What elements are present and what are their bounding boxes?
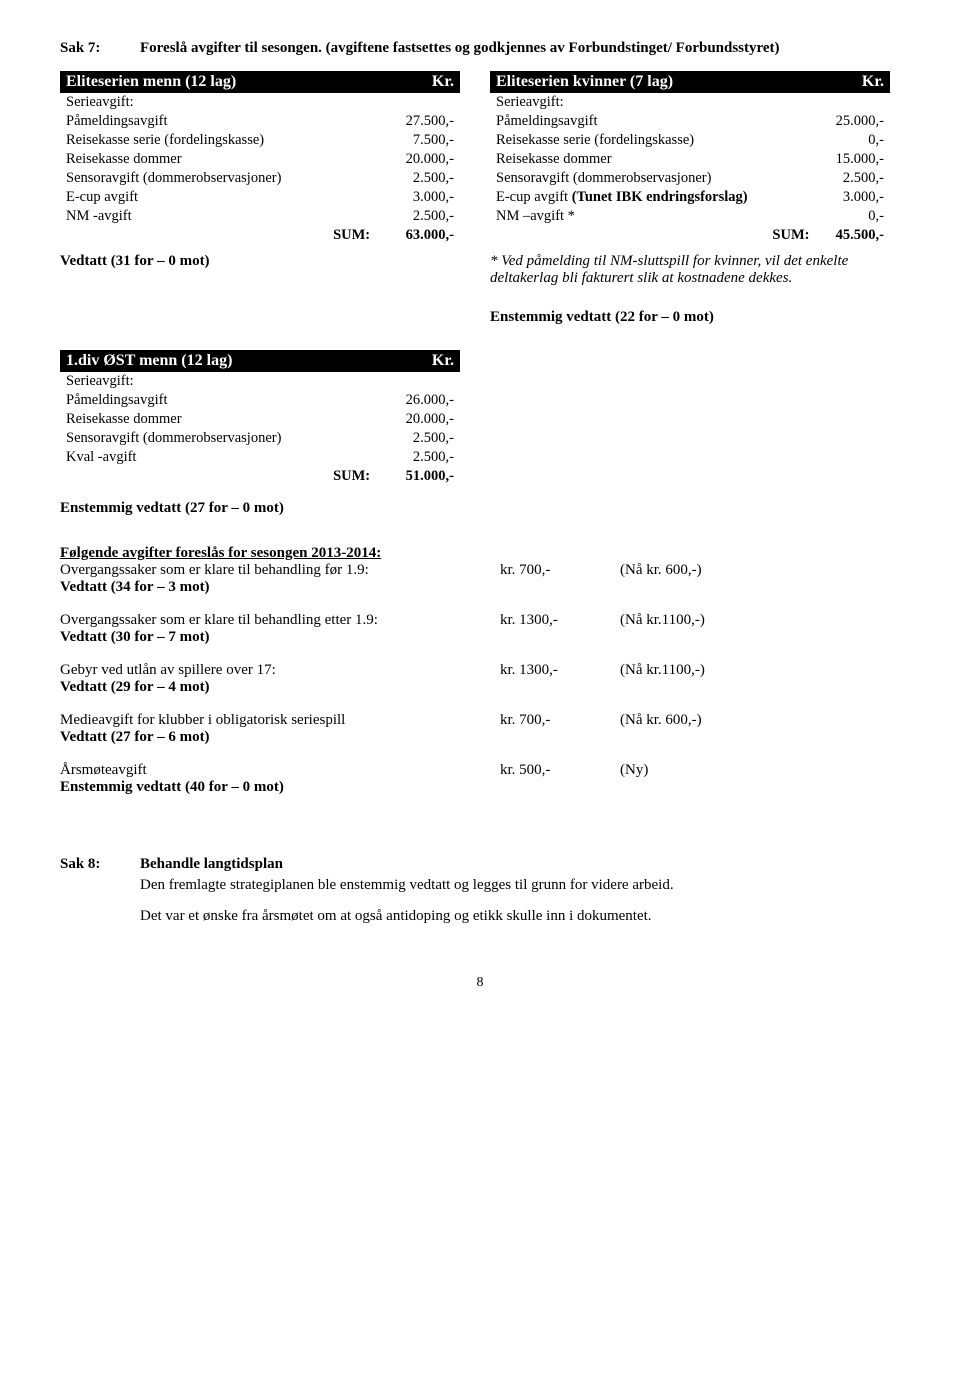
fee-vedtatt: Vedtatt (27 for – 6 mot): [60, 729, 900, 746]
table-cell: Reisekasse dommer: [490, 150, 815, 169]
table-eliteserien-kvinner: Eliteserien kvinner (7 lag) Kr. Serieavg…: [490, 71, 890, 245]
page-number: 8: [60, 975, 900, 991]
ecup-bold: (Tunet IBK endringsforslag): [572, 189, 748, 205]
table-cell: Serieavgift:: [490, 93, 815, 112]
fee-price: kr. 1300,-: [500, 662, 620, 679]
enstemmig-22: Enstemmig vedtatt (22 for – 0 mot): [490, 309, 890, 326]
table-sum-label: SUM:: [490, 226, 815, 245]
table-cell: E-cup avgift: [60, 188, 376, 207]
table-menn-title: Eliteserien menn (12 lag): [60, 71, 376, 93]
fee-text: Årsmøteavgift: [60, 762, 500, 779]
fee-price: kr. 1300,-: [500, 612, 620, 629]
enstemmig-27: Enstemmig vedtatt (27 for – 0 mot): [60, 500, 900, 517]
fees-heading: Følgende avgifter foreslås for sesongen …: [60, 545, 900, 562]
fee-note: (Nå kr.1100,-): [620, 612, 800, 629]
sak8-title: Behandle langtidsplan: [140, 856, 283, 873]
table-cell: 0,-: [815, 207, 890, 226]
table-cell: 15.000,-: [815, 150, 890, 169]
table-cell: Påmeldingsavgift: [60, 112, 376, 131]
table-cell: NM –avgift *: [490, 207, 815, 226]
table-cell: 3.000,-: [815, 188, 890, 207]
table-cell: [376, 93, 460, 112]
sak8-body1: Den fremlagte strategiplanen ble enstemm…: [140, 877, 900, 894]
table-cell: 2.500,-: [815, 169, 890, 188]
sak7-heading: Sak 7: Foreslå avgifter til sesongen. (a…: [60, 40, 900, 57]
table-cell: NM -avgift: [60, 207, 376, 226]
table-div-title: 1.div ØST menn (12 lag): [60, 350, 376, 372]
fee-vedtatt: Enstemmig vedtatt (40 for – 0 mot): [60, 779, 900, 796]
fee-note: (Nå kr. 600,-): [620, 562, 800, 579]
fee-price: kr. 500,-: [500, 762, 620, 779]
table-cell: Reisekasse dommer: [60, 410, 376, 429]
table-cell: 25.000,-: [815, 112, 890, 131]
fee-price: kr. 700,-: [500, 712, 620, 729]
table-cell: E-cup avgift (Tunet IBK endringsforslag): [490, 188, 815, 207]
table-cell: [376, 372, 460, 391]
sak8-section: Sak 8: Behandle langtidsplan Den fremlag…: [60, 856, 900, 925]
fee-note: (Nå kr.1100,-): [620, 662, 800, 679]
table-cell: 26.000,-: [376, 391, 460, 410]
table-sum-amount: 45.500,-: [815, 226, 890, 245]
table-cell: 20.000,-: [376, 410, 460, 429]
table-1div-ost-menn: 1.div ØST menn (12 lag) Kr. Serieavgift:…: [60, 350, 460, 486]
table-cell: Reisekasse serie (fordelingskasse): [60, 131, 376, 150]
table-sum-label: SUM:: [60, 226, 376, 245]
table-cell: 2.500,-: [376, 169, 460, 188]
table-eliteserien-menn: Eliteserien menn (12 lag) Kr. Serieavgif…: [60, 71, 460, 245]
sak8-label: Sak 8:: [60, 856, 140, 873]
table-cell: 0,-: [815, 131, 890, 150]
table-cell: [815, 93, 890, 112]
table-cell: Serieavgift:: [60, 372, 376, 391]
table-sum-amount: 63.000,-: [376, 226, 460, 245]
table-menn-kr: Kr.: [376, 71, 460, 93]
fee-note: (Nå kr. 600,-): [620, 712, 800, 729]
table-kvinner-kr: Kr.: [815, 71, 890, 93]
fee-vedtatt: Vedtatt (29 for – 4 mot): [60, 679, 900, 696]
table-sum-label: SUM:: [60, 467, 376, 486]
fee-text: Medieavgift for klubber i obligatorisk s…: [60, 712, 500, 729]
table-cell: Serieavgift:: [60, 93, 376, 112]
table-cell: Reisekasse serie (fordelingskasse): [490, 131, 815, 150]
table-div-kr: Kr.: [376, 350, 460, 372]
table-cell: 3.000,-: [376, 188, 460, 207]
sak7-label: Sak 7:: [60, 40, 140, 57]
table-cell: 2.500,-: [376, 207, 460, 226]
fee-vedtatt: Vedtatt (30 for – 7 mot): [60, 629, 900, 646]
fee-text: Gebyr ved utlån av spillere over 17:: [60, 662, 500, 679]
sak7-title: Foreslå avgifter til sesongen. (avgiften…: [140, 40, 780, 57]
table-cell: Sensoravgift (dommerobservasjoner): [490, 169, 815, 188]
table-kvinner-title: Eliteserien kvinner (7 lag): [490, 71, 815, 93]
fee-text: Overgangssaker som er klare til behandli…: [60, 612, 500, 629]
table-cell: Reisekasse dommer: [60, 150, 376, 169]
table-cell: Sensoravgift (dommerobservasjoner): [60, 169, 376, 188]
fee-text: Overgangssaker som er klare til behandli…: [60, 562, 500, 579]
fee-vedtatt: Vedtatt (34 for – 3 mot): [60, 579, 900, 596]
fees-section: Følgende avgifter foreslås for sesongen …: [60, 545, 900, 796]
table-cell: Kval -avgift: [60, 448, 376, 467]
table-cell: 20.000,-: [376, 150, 460, 169]
table-sum-amount: 51.000,-: [376, 467, 460, 486]
fee-price: kr. 700,-: [500, 562, 620, 579]
sak8-body2: Det var et ønske fra årsmøtet om at også…: [140, 908, 900, 925]
fee-note: (Ny): [620, 762, 800, 779]
table-cell: Påmeldingsavgift: [60, 391, 376, 410]
vedtatt-31: Vedtatt (31 for – 0 mot): [60, 253, 460, 287]
footnote-kvinner: * Ved påmelding til NM-sluttspill for kv…: [490, 253, 890, 287]
table-cell: 2.500,-: [376, 448, 460, 467]
table-cell: Sensoravgift (dommerobservasjoner): [60, 429, 376, 448]
table-cell: 27.500,-: [376, 112, 460, 131]
ecup-prefix: E-cup avgift: [496, 189, 572, 205]
table-cell: Påmeldingsavgift: [490, 112, 815, 131]
table-cell: 7.500,-: [376, 131, 460, 150]
table-cell: 2.500,-: [376, 429, 460, 448]
